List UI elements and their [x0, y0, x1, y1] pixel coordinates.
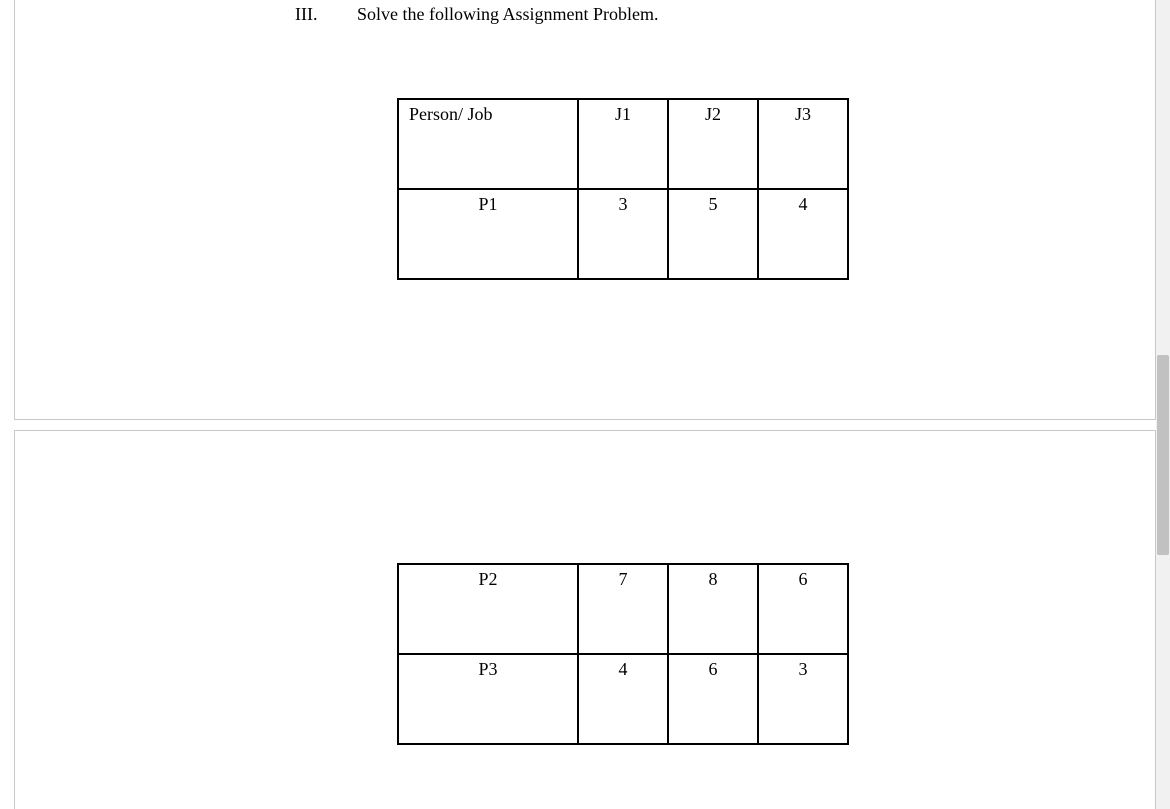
- assignment-table-bottom: P2 7 8 6 P3 4 6 3: [397, 563, 849, 745]
- document-page-2: P2 7 8 6 P3 4 6 3: [14, 430, 1156, 809]
- header-person-job: Person/ Job: [398, 99, 578, 189]
- header-j3: J3: [758, 99, 848, 189]
- scrollbar-thumb[interactable]: [1157, 355, 1169, 555]
- header-j1: J1: [578, 99, 668, 189]
- table-row: P2 7 8 6: [398, 564, 848, 654]
- cell-p1-j2: 5: [668, 189, 758, 279]
- problem-statement: Solve the following Assignment Problem.: [357, 4, 659, 25]
- cell-p2-j3: 6: [758, 564, 848, 654]
- vertical-scrollbar[interactable]: [1156, 0, 1170, 809]
- cell-p1-j1: 3: [578, 189, 668, 279]
- row-label-p1: P1: [398, 189, 578, 279]
- cell-p1-j3: 4: [758, 189, 848, 279]
- cell-p2-j1: 7: [578, 564, 668, 654]
- header-j2: J2: [668, 99, 758, 189]
- cell-p3-j2: 6: [668, 654, 758, 744]
- cell-p2-j2: 8: [668, 564, 758, 654]
- assignment-table-top: Person/ Job J1 J2 J3 P1 3 5 4: [397, 98, 849, 280]
- cell-p3-j1: 4: [578, 654, 668, 744]
- table-row: P3 4 6 3: [398, 654, 848, 744]
- document-page-1: III. Solve the following Assignment Prob…: [14, 0, 1156, 420]
- cell-p3-j3: 3: [758, 654, 848, 744]
- table-header-row: Person/ Job J1 J2 J3: [398, 99, 848, 189]
- problem-number: III.: [295, 4, 317, 25]
- row-label-p2: P2: [398, 564, 578, 654]
- table-row: P1 3 5 4: [398, 189, 848, 279]
- row-label-p3: P3: [398, 654, 578, 744]
